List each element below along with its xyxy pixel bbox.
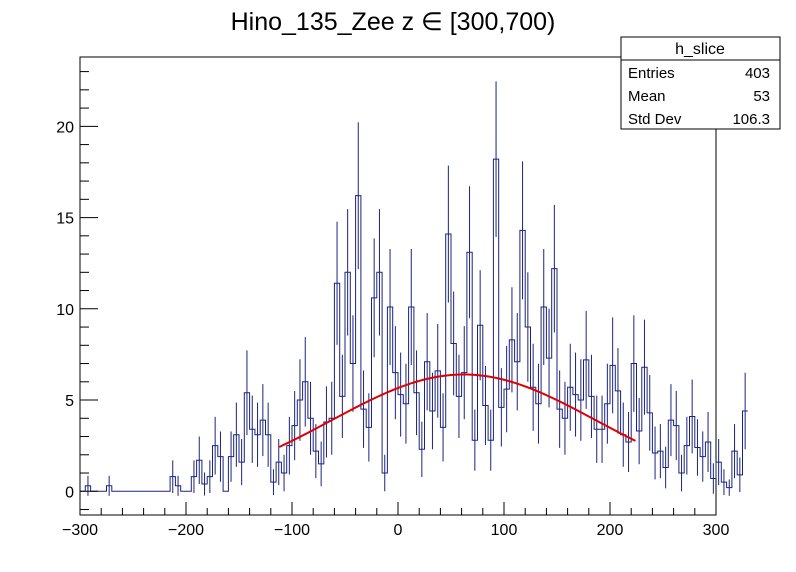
stats-stddev-label: Std Dev <box>628 111 682 128</box>
stats-box-title: h_slice <box>675 41 725 58</box>
x-tick-label: −200 <box>168 522 204 539</box>
y-tick-label: 15 <box>56 211 74 228</box>
y-tick-label: 5 <box>65 393 74 410</box>
stats-mean-value: 53 <box>753 88 770 105</box>
stats-box-frame <box>620 36 781 130</box>
x-tick-label: −300 <box>62 522 98 539</box>
axes: −300 −200 −100 0 100 200 300 0 5 10 15 20 <box>56 71 730 539</box>
fit-curve <box>278 373 636 448</box>
y-tick-label: 0 <box>65 484 74 501</box>
stats-entries-value: 403 <box>745 65 770 82</box>
x-tick-label: 200 <box>597 522 624 539</box>
fit-curve-group <box>278 373 636 448</box>
stats-stddev-value: 106.3 <box>732 111 770 128</box>
chart-title: Hino_135_Zee z ∈ [300,700) <box>231 8 556 36</box>
y-tick-label: 20 <box>56 119 74 136</box>
x-tick-label: 0 <box>394 522 403 539</box>
stats-entries-label: Entries <box>628 65 675 82</box>
stats-mean-label: Mean <box>628 88 666 105</box>
stats-box: h_slice Entries 403 Mean 53 Std Dev 106.… <box>620 36 781 130</box>
error-bars <box>87 81 746 496</box>
x-tick-label: 100 <box>491 522 518 539</box>
x-tick-label: 300 <box>703 522 730 539</box>
y-tick-label: 10 <box>56 302 74 319</box>
histogram <box>80 158 748 492</box>
histogram-bins <box>80 158 748 492</box>
x-tick-label: −100 <box>274 522 310 539</box>
